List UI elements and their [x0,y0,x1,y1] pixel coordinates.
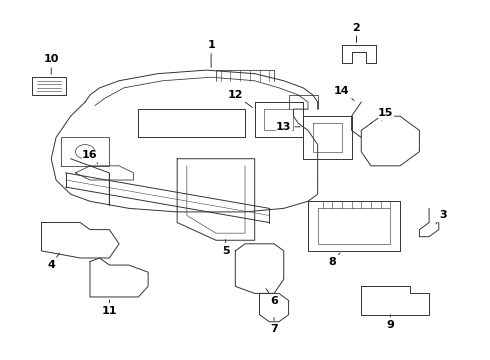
Text: 3: 3 [436,211,447,224]
Text: 6: 6 [266,289,278,306]
Text: 4: 4 [47,253,59,270]
Text: 1: 1 [207,40,215,67]
Text: 13: 13 [276,122,300,132]
Text: 7: 7 [270,318,278,334]
Text: 8: 8 [328,253,340,266]
Text: 9: 9 [387,315,394,330]
Text: 15: 15 [378,108,393,121]
Text: 16: 16 [82,150,98,164]
Text: 10: 10 [44,54,59,75]
Text: 12: 12 [227,90,252,108]
Text: 11: 11 [101,300,117,316]
Text: 5: 5 [222,239,229,256]
Text: 14: 14 [334,86,354,100]
Text: 2: 2 [352,23,360,42]
